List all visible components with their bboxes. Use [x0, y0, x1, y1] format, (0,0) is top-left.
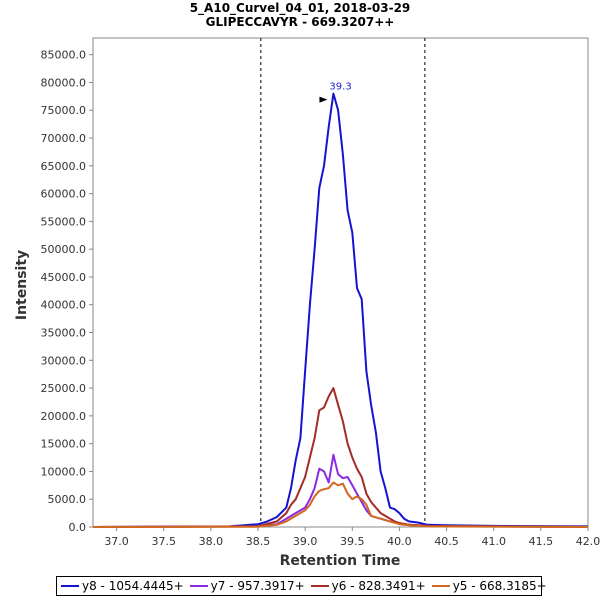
- legend-label: y5 - 668.3185+: [452, 579, 547, 593]
- x-tick-label: 38.5: [246, 535, 271, 548]
- legend-swatch: [61, 585, 79, 587]
- x-tick-label: 40.0: [387, 535, 412, 548]
- legend-label: y6 - 828.3491+: [331, 579, 426, 593]
- y-tick-label: 65000.0: [41, 160, 87, 173]
- y-axis-label: Intensity: [14, 250, 30, 320]
- x-tick-label: 41.0: [481, 535, 506, 548]
- y-tick-label: 5000.0: [48, 493, 87, 506]
- x-tick-label: 37.0: [104, 535, 129, 548]
- series-line: [92, 481, 589, 528]
- plot-area: [92, 37, 589, 528]
- legend-item: y7 - 957.3917+: [189, 579, 305, 593]
- legend-item: y5 - 668.3185+: [431, 579, 547, 593]
- y-tick-label: 55000.0: [41, 215, 87, 228]
- y-tick-label: 10000.0: [41, 465, 87, 478]
- peak-marker-icon: [319, 96, 328, 103]
- x-tick-label: 42.0: [576, 535, 600, 548]
- peak-rt-label: 39.3: [329, 82, 351, 93]
- x-tick-label: 40.5: [434, 535, 459, 548]
- y-tick-label: 0.0: [69, 521, 87, 534]
- x-axis-label: Retention Time: [280, 553, 401, 569]
- y-tick-label: 70000.0: [41, 132, 87, 145]
- legend-swatch: [431, 585, 450, 587]
- y-tick-label: 60000.0: [41, 188, 87, 201]
- legend-swatch: [189, 585, 208, 587]
- y-tick-label: 20000.0: [41, 410, 87, 423]
- x-tick-label: 41.5: [529, 535, 554, 548]
- y-tick-label: 25000.0: [41, 382, 87, 395]
- x-tick-label: 39.5: [340, 535, 365, 548]
- chart-title-line2: GLIPECCAVYR - 669.3207++: [206, 15, 395, 29]
- series-line: [92, 92, 589, 528]
- chart-title-line1: 5_A10_Curvel_04_01, 2018-03-29: [190, 1, 411, 16]
- x-tick-label: 37.5: [151, 535, 176, 548]
- y-tick-label: 40000.0: [41, 299, 87, 312]
- legend-item: y8 - 1054.4445+: [61, 579, 184, 593]
- y-tick-label: 75000.0: [41, 104, 87, 117]
- legend-item: y6 - 828.3491+: [310, 579, 426, 593]
- series-line: [92, 387, 589, 528]
- legend-label: y7 - 957.3917+: [210, 579, 305, 593]
- y-tick-label: 45000.0: [41, 271, 87, 284]
- y-tick-label: 30000.0: [41, 354, 87, 367]
- legend-swatch: [310, 585, 329, 587]
- legend: y8 - 1054.4445+ y7 - 957.3917+ y6 - 828.34…: [56, 576, 547, 596]
- y-tick-label: 35000.0: [41, 327, 87, 340]
- y-tick-label: 80000.0: [41, 76, 87, 89]
- x-tick-label: 38.0: [199, 535, 224, 548]
- legend-label: y8 - 1054.4445+: [82, 579, 184, 593]
- y-tick-label: 85000.0: [41, 49, 87, 62]
- x-tick-label: 39.0: [293, 535, 318, 548]
- y-tick-label: 15000.0: [41, 438, 87, 451]
- y-tick-label: 50000.0: [41, 243, 87, 256]
